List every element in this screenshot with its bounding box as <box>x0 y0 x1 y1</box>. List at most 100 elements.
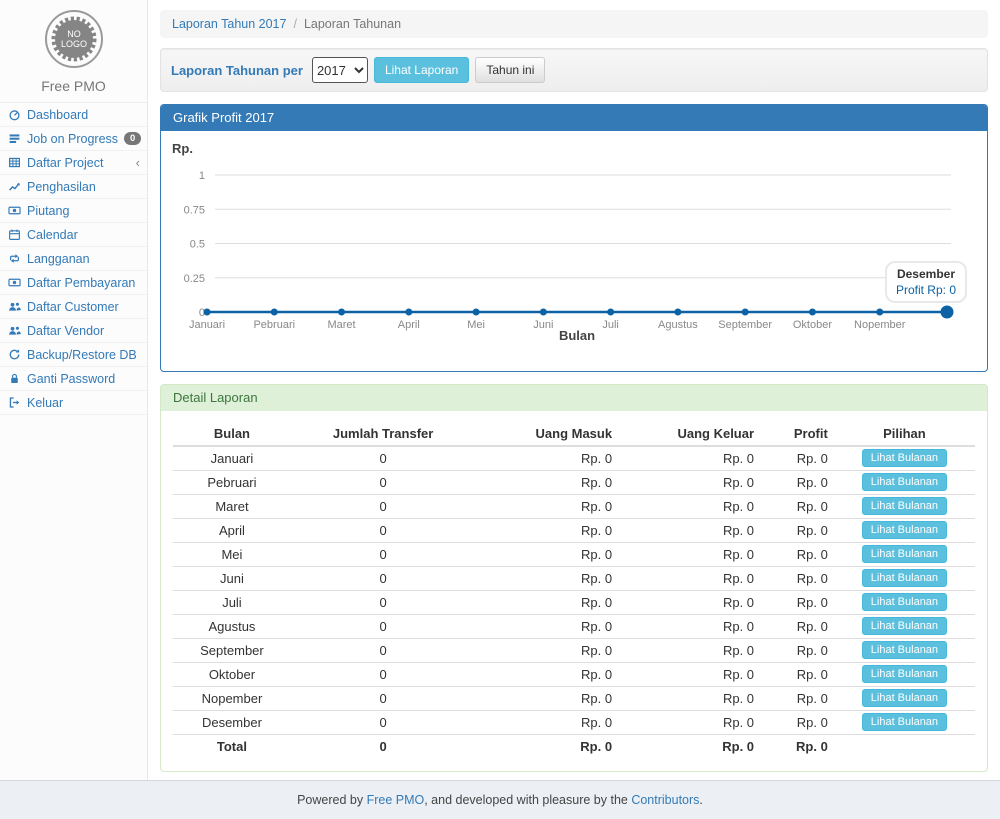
footer-text-before: Powered by <box>297 793 366 807</box>
total-bulan: Total <box>173 734 291 758</box>
cell-jumlah-transfer: 0 <box>291 542 475 566</box>
cell-pilihan: Lihat Bulanan <box>834 614 975 638</box>
sidebar-nav: DashboardJob on Progress0Daftar Project‹… <box>0 102 147 415</box>
sidebar-item-daftar-project[interactable]: Daftar Project‹ <box>0 151 147 175</box>
sidebar-item-label: Penghasilan <box>27 180 96 194</box>
page-footer: Powered by Free PMO, and developed with … <box>0 780 1000 819</box>
free-pmo-link[interactable]: Free PMO <box>367 793 425 807</box>
lihat-bulanan-button[interactable]: Lihat Bulanan <box>862 449 947 467</box>
tooltip-value: Profit Rp: 0 <box>896 283 956 297</box>
sidebar-item-job-on-progress[interactable]: Job on Progress0 <box>0 127 147 151</box>
svg-text:September: September <box>718 319 772 331</box>
svg-text:Nopember: Nopember <box>854 319 906 331</box>
column-header: Jumlah Transfer <box>291 422 475 446</box>
sidebar-item-keluar[interactable]: Keluar <box>0 391 147 415</box>
sidebar-item-label: Daftar Customer <box>27 300 119 314</box>
detail-panel-title: Detail Laporan <box>161 385 987 411</box>
cell-profit: Rp. 0 <box>760 542 834 566</box>
cell-uang-keluar: Rp. 0 <box>618 710 760 734</box>
total-profit: Rp. 0 <box>760 734 834 758</box>
breadcrumb-link[interactable]: Laporan Tahun 2017 <box>172 17 286 31</box>
cell-pilihan: Lihat Bulanan <box>834 494 975 518</box>
svg-text:Juli: Juli <box>602 319 619 331</box>
cell-profit: Rp. 0 <box>760 686 834 710</box>
sidebar-item-daftar-pembayaran[interactable]: Daftar Pembayaran <box>0 271 147 295</box>
svg-text:Mei: Mei <box>467 319 485 331</box>
cell-profit: Rp. 0 <box>760 662 834 686</box>
table-row: Januari0Rp. 0Rp. 0Rp. 0Lihat Bulanan <box>173 446 975 470</box>
detail-report-panel: Detail Laporan BulanJumlah TransferUang … <box>160 384 988 772</box>
sidebar-item-dashboard[interactable]: Dashboard <box>0 103 147 127</box>
sidebar-item-daftar-customer[interactable]: Daftar Customer <box>0 295 147 319</box>
cell-jumlah-transfer: 0 <box>291 470 475 494</box>
cell-bulan: Juni <box>173 566 291 590</box>
cell-profit: Rp. 0 <box>760 470 834 494</box>
cell-uang-keluar: Rp. 0 <box>618 494 760 518</box>
breadcrumb-current: Laporan Tahunan <box>304 17 401 31</box>
lihat-bulanan-button[interactable]: Lihat Bulanan <box>862 665 947 683</box>
sidebar-item-piutang[interactable]: Piutang <box>0 199 147 223</box>
sidebar-item-langganan[interactable]: Langganan <box>0 247 147 271</box>
sidebar-item-daftar-vendor[interactable]: Daftar Vendor <box>0 319 147 343</box>
detail-table-wrap: BulanJumlah TransferUang MasukUang Kelua… <box>161 411 987 771</box>
money-icon <box>7 276 21 290</box>
lihat-laporan-button[interactable]: Lihat Laporan <box>374 57 469 83</box>
cell-uang-keluar: Rp. 0 <box>618 446 760 470</box>
breadcrumb: Laporan Tahun 2017 / Laporan Tahunan <box>160 10 988 38</box>
column-header: Uang Masuk <box>475 422 618 446</box>
cell-jumlah-transfer: 0 <box>291 638 475 662</box>
brand-name: Free PMO <box>0 78 147 94</box>
cell-jumlah-transfer: 0 <box>291 686 475 710</box>
lihat-bulanan-button[interactable]: Lihat Bulanan <box>862 689 947 707</box>
lihat-bulanan-button[interactable]: Lihat Bulanan <box>862 713 947 731</box>
lihat-bulanan-button[interactable]: Lihat Bulanan <box>862 569 947 587</box>
sidebar-item-label: Calendar <box>27 228 78 242</box>
cell-uang-keluar: Rp. 0 <box>618 638 760 662</box>
svg-text:NO: NO <box>67 29 81 39</box>
column-header: Pilihan <box>834 422 975 446</box>
lihat-bulanan-button[interactable]: Lihat Bulanan <box>862 593 947 611</box>
sidebar-item-ganti-password[interactable]: Ganti Password <box>0 367 147 391</box>
cell-uang-masuk: Rp. 0 <box>475 590 618 614</box>
toolbar-label: Laporan Tahunan per <box>171 63 303 78</box>
lihat-bulanan-button[interactable]: Lihat Bulanan <box>862 617 947 635</box>
sidebar-item-calendar[interactable]: Calendar <box>0 223 147 247</box>
profit-line-chart: 00.250.50.751JanuariPebruariMaretAprilMe… <box>161 131 987 346</box>
cell-uang-masuk: Rp. 0 <box>475 494 618 518</box>
year-select[interactable]: 2017 <box>312 57 368 83</box>
cell-profit: Rp. 0 <box>760 614 834 638</box>
cell-bulan: Januari <box>173 446 291 470</box>
cell-pilihan: Lihat Bulanan <box>834 470 975 494</box>
tahun-ini-button[interactable]: Tahun ini <box>475 57 545 83</box>
svg-text:LOGO: LOGO <box>60 39 86 49</box>
table-row: September0Rp. 0Rp. 0Rp. 0Lihat Bulanan <box>173 638 975 662</box>
sidebar-item-penghasilan[interactable]: Penghasilan <box>0 175 147 199</box>
sidebar-item-label: Keluar <box>27 396 63 410</box>
report-table: BulanJumlah TransferUang MasukUang Kelua… <box>173 422 975 758</box>
cell-profit: Rp. 0 <box>760 566 834 590</box>
sidebar-item-label: Daftar Vendor <box>27 324 104 338</box>
cell-profit: Rp. 0 <box>760 518 834 542</box>
lihat-bulanan-button[interactable]: Lihat Bulanan <box>862 545 947 563</box>
contributors-link[interactable]: Contributors <box>631 793 699 807</box>
cell-uang-keluar: Rp. 0 <box>618 470 760 494</box>
table-row: Nopember0Rp. 0Rp. 0Rp. 0Lihat Bulanan <box>173 686 975 710</box>
cell-pilihan: Lihat Bulanan <box>834 638 975 662</box>
cell-pilihan: Lihat Bulanan <box>834 662 975 686</box>
sidebar-item-backup-restore-db[interactable]: Backup/Restore DB <box>0 343 147 367</box>
svg-text:Maret: Maret <box>327 319 355 331</box>
users-icon <box>7 324 21 338</box>
lihat-bulanan-button[interactable]: Lihat Bulanan <box>862 497 947 515</box>
cell-uang-masuk: Rp. 0 <box>475 638 618 662</box>
refresh-icon <box>7 348 21 362</box>
lihat-bulanan-button[interactable]: Lihat Bulanan <box>862 473 947 491</box>
svg-text:Januari: Januari <box>189 319 225 331</box>
cell-profit: Rp. 0 <box>760 446 834 470</box>
table-row: Desember0Rp. 0Rp. 0Rp. 0Lihat Bulanan <box>173 710 975 734</box>
chart-area: Rp. 00.250.50.751JanuariPebruariMaretApr… <box>161 131 987 371</box>
cell-jumlah-transfer: 0 <box>291 446 475 470</box>
lihat-bulanan-button[interactable]: Lihat Bulanan <box>862 521 947 539</box>
cell-bulan: Oktober <box>173 662 291 686</box>
lihat-bulanan-button[interactable]: Lihat Bulanan <box>862 641 947 659</box>
sidebar-item-label: Piutang <box>27 204 69 218</box>
